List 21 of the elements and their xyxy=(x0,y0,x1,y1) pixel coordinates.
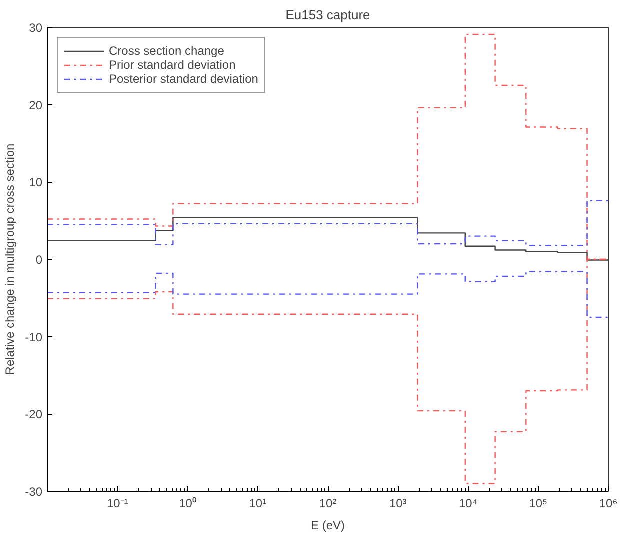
x-axis-title: E (eV) xyxy=(310,518,346,532)
x-tick-label: 10² xyxy=(319,496,337,510)
chart-title: Eu153 capture xyxy=(286,8,370,22)
x-tick-label: 10⁰ xyxy=(179,496,196,510)
y-tick-label: 30 xyxy=(29,21,43,35)
y-tick-label: 10 xyxy=(29,176,43,190)
y-axis-title: Relative change in multigroup cross section xyxy=(3,144,18,376)
x-tick-label: 10³ xyxy=(389,496,407,510)
legend-label: Prior standard deviation xyxy=(109,58,236,72)
x-tick-label: 10⁵ xyxy=(529,496,548,510)
x-tick-label: 10¹ xyxy=(249,496,267,510)
y-tick-label: 0 xyxy=(36,253,43,267)
x-tick-label: 10⁶ xyxy=(599,496,618,510)
y-tick-label: -10 xyxy=(25,330,43,344)
legend-label: Cross section change xyxy=(109,44,224,58)
x-tick-label: 10⁻¹ xyxy=(106,496,128,510)
y-tick-label: -30 xyxy=(25,485,43,499)
y-tick-label: -20 xyxy=(25,408,43,422)
y-tick-label: 20 xyxy=(29,98,43,112)
legend-label: Posterior standard deviation xyxy=(109,72,258,86)
x-tick-label: 10⁴ xyxy=(459,496,478,510)
